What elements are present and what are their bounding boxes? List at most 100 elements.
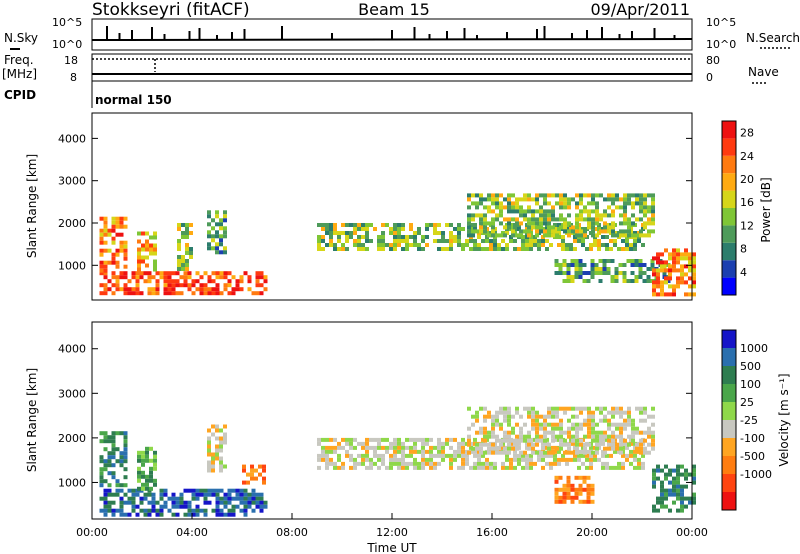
heat-cell <box>578 275 583 279</box>
velocity-ylabel: Slant Range [km] <box>25 368 39 472</box>
heat-cell <box>219 234 223 239</box>
heat-cell <box>191 508 196 513</box>
heat-cell <box>185 235 189 239</box>
heat-cell <box>119 504 124 509</box>
heat-cell <box>243 488 248 493</box>
heat-cell <box>545 461 549 466</box>
heat-cell <box>433 461 437 466</box>
y-tick-label: 1000 <box>58 259 86 272</box>
heat-cell <box>511 229 515 234</box>
heat-cell <box>483 217 487 222</box>
heat-cell <box>433 227 437 231</box>
heat-cell <box>449 445 453 450</box>
heat-cell <box>251 508 256 513</box>
heat-cell <box>565 457 569 462</box>
heat-cell <box>583 233 587 238</box>
heat-cell <box>397 441 401 446</box>
heat-cell <box>250 472 254 477</box>
heat-cell <box>215 214 219 219</box>
heat-cell <box>357 227 361 231</box>
heat-cell <box>135 287 140 292</box>
heat-cell <box>445 441 449 446</box>
heat-cell <box>219 226 223 231</box>
heat-cell <box>664 488 668 493</box>
heat-cell <box>501 461 505 466</box>
heat-cell <box>207 214 211 219</box>
heat-cell <box>491 229 495 234</box>
heat-cell <box>656 280 660 285</box>
heat-cell <box>471 193 475 198</box>
heat-cell <box>586 495 591 500</box>
heat-cell <box>507 438 511 443</box>
heat-cell <box>633 453 637 458</box>
heat-cell <box>187 500 192 505</box>
heat-cell <box>562 483 567 488</box>
heat-cell <box>181 259 185 263</box>
heat-cell <box>349 453 353 458</box>
heat-cell <box>535 209 539 214</box>
heat-cell <box>513 465 517 470</box>
heat-cell <box>242 480 246 485</box>
heat-cell <box>219 238 223 243</box>
heat-cell <box>103 512 108 517</box>
heat-cell <box>493 243 497 247</box>
heat-cell <box>590 275 595 279</box>
heat-cell <box>417 243 421 247</box>
heat-cell <box>137 466 141 471</box>
heat-cell <box>99 475 104 480</box>
heat-cell <box>664 260 668 265</box>
heat-cell <box>579 426 583 431</box>
heat-cell <box>563 442 567 447</box>
heat-cell <box>461 243 465 247</box>
heat-cell <box>631 221 635 226</box>
heat-cell <box>223 210 227 215</box>
heat-cell <box>183 512 188 517</box>
heat-cell <box>684 248 688 253</box>
heat-cell <box>515 233 519 238</box>
heat-cell <box>513 239 517 243</box>
heat-cell <box>151 492 156 497</box>
heat-cell <box>676 472 680 477</box>
heat-cell <box>345 453 349 458</box>
heat-cell <box>505 231 509 235</box>
heat-cell <box>561 239 565 243</box>
heat-cell <box>582 475 587 480</box>
date-label: 09/Apr/2011 <box>590 0 690 19</box>
heat-cell <box>660 496 664 501</box>
heat-cell <box>405 247 409 251</box>
heat-cell <box>541 239 545 243</box>
heat-cell <box>389 465 393 470</box>
heat-cell <box>531 221 535 226</box>
heat-cell <box>177 259 181 263</box>
heat-cell <box>479 225 483 230</box>
heat-cell <box>127 500 132 505</box>
heat-cell <box>579 438 583 443</box>
heat-cell <box>487 233 491 238</box>
heat-cell <box>341 465 345 470</box>
heat-cell <box>433 465 437 470</box>
heat-cell <box>684 272 688 277</box>
station-title: Stokkseyri (fitACF) <box>92 0 250 20</box>
heat-cell <box>617 465 621 470</box>
y-tick-label: 3000 <box>58 175 86 188</box>
heat-cell <box>385 449 389 454</box>
heat-cell <box>503 225 507 230</box>
heat-cell <box>153 462 157 467</box>
heat-cell <box>405 445 409 450</box>
heat-cell <box>523 193 527 198</box>
heat-cell <box>337 231 341 235</box>
heat-cell <box>692 464 696 469</box>
heat-cell <box>429 445 433 450</box>
heat-cell <box>137 267 141 272</box>
heat-cell <box>529 239 533 243</box>
heat-cell <box>593 243 597 247</box>
heat-cell <box>583 406 587 411</box>
heat-cell <box>579 422 583 427</box>
colorbar-tick-label: 25 <box>740 396 754 409</box>
heat-cell <box>684 484 688 489</box>
heat-cell <box>493 461 497 466</box>
heat-cell <box>235 492 240 497</box>
heat-cell <box>578 487 583 492</box>
heat-cell <box>586 271 591 275</box>
